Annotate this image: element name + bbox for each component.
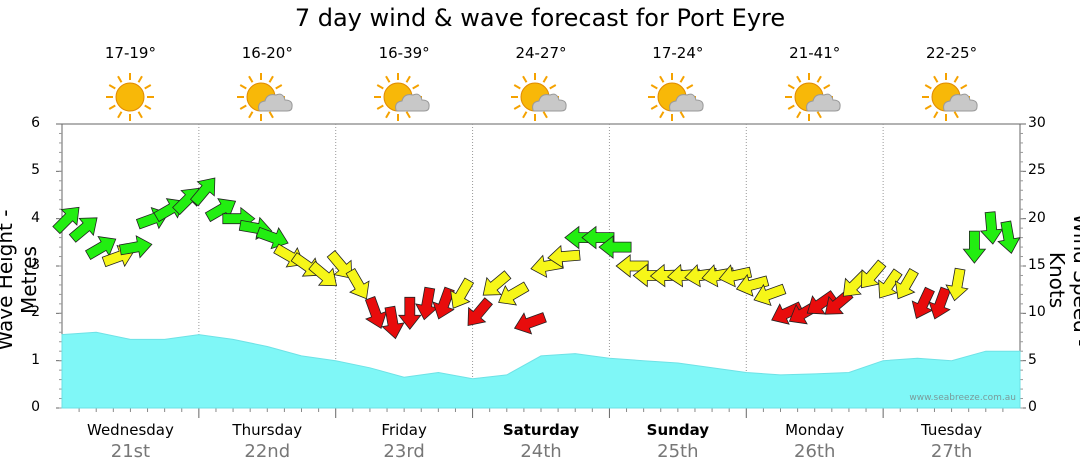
wind-arrow [911,286,935,319]
day-date: 27th [930,441,973,462]
right-tick-label: 10 [1028,304,1046,321]
wind-arrow [962,230,987,264]
left-tick-label: 1 [31,351,40,368]
wind-arrow [432,286,455,320]
right-tick-label: 20 [1028,209,1046,226]
wind-arrow [615,254,649,278]
day-date: 25th [657,441,699,462]
day-date: 24th [520,441,562,462]
temperature-range: 16-20° [241,44,293,62]
left-tick-label: 5 [31,162,40,179]
sun-cloud-icon [647,73,704,121]
watermark: www.seabreeze.com.au [909,393,1016,403]
wind-arrow [753,283,787,307]
right-tick-label: 25 [1028,162,1046,179]
wind-arrow [482,270,512,296]
sun-icon [106,73,155,121]
left-tick-label: 0 [31,399,40,415]
sun-cloud-icon [921,73,978,121]
day-date: 21st [110,441,151,462]
sun-cloud-icon [511,73,567,121]
wave-height-area [61,331,1021,409]
wind-arrow [467,297,493,327]
wind-arrow [381,305,405,340]
right-tick-label: 30 [1028,115,1046,131]
day-date: 23rd [383,441,425,462]
left-tick-label: 6 [31,115,40,131]
chart-title: 7 day wind & wave forecast for Port Eyre [294,4,786,32]
temperature-range: 22-25° [926,44,978,62]
wind-arrow [598,235,632,259]
day-name: Wednesday [87,421,174,439]
wind-arrow [52,206,80,235]
left-tick-label: 2 [31,304,40,321]
temperature-range: 21-41° [789,44,841,62]
temperature-range: 17-19° [104,44,156,62]
wind-arrow [498,281,530,306]
wind-arrow [878,268,903,299]
wind-arrow [979,211,1004,245]
left-tick-label: 4 [31,209,40,226]
wind-arrow [172,187,200,216]
wind-arrow [718,264,753,288]
wind-arrow [450,277,475,309]
sun-cloud-icon [237,73,293,121]
day-date: 22nd [244,441,291,462]
temperature-range: 24-27° [515,44,567,62]
wind-arrow [997,220,1021,254]
left-tick-label: 3 [31,257,40,273]
wind-arrow [345,267,370,300]
sun-cloud-icon [784,73,841,121]
wind-arrow [68,217,98,243]
day-name: Tuesday [921,421,983,439]
wind-arrow [397,296,422,330]
wind-arrow [326,249,353,279]
wind-arrow [308,260,338,287]
wind-arrow [860,259,887,289]
wind-arrow [928,286,951,320]
sun-cloud-icon [374,73,430,121]
wind-arrow [255,226,289,250]
day-name: Monday [785,421,845,439]
day-date: 26th [794,441,836,462]
wind-arrow [581,225,615,250]
right-tick-label: 0 [1028,399,1037,415]
wind-arrow [189,177,216,207]
wind-arrow [945,267,969,302]
wind-arrow [547,244,581,269]
temperature-range: 16-39° [378,44,430,62]
day-name: Sunday [646,421,710,439]
right-tick-label: 15 [1028,257,1046,273]
wind-arrow [894,267,919,300]
day-name: Thursday [232,421,303,439]
wind-arrow [513,312,547,335]
temperature-range: 17-24° [652,44,704,62]
day-name: Saturday [502,421,580,439]
right-tick-label: 5 [1028,351,1037,368]
wind-arrow [119,235,153,259]
wind-arrow [735,273,770,297]
day-name: Friday [381,421,427,439]
